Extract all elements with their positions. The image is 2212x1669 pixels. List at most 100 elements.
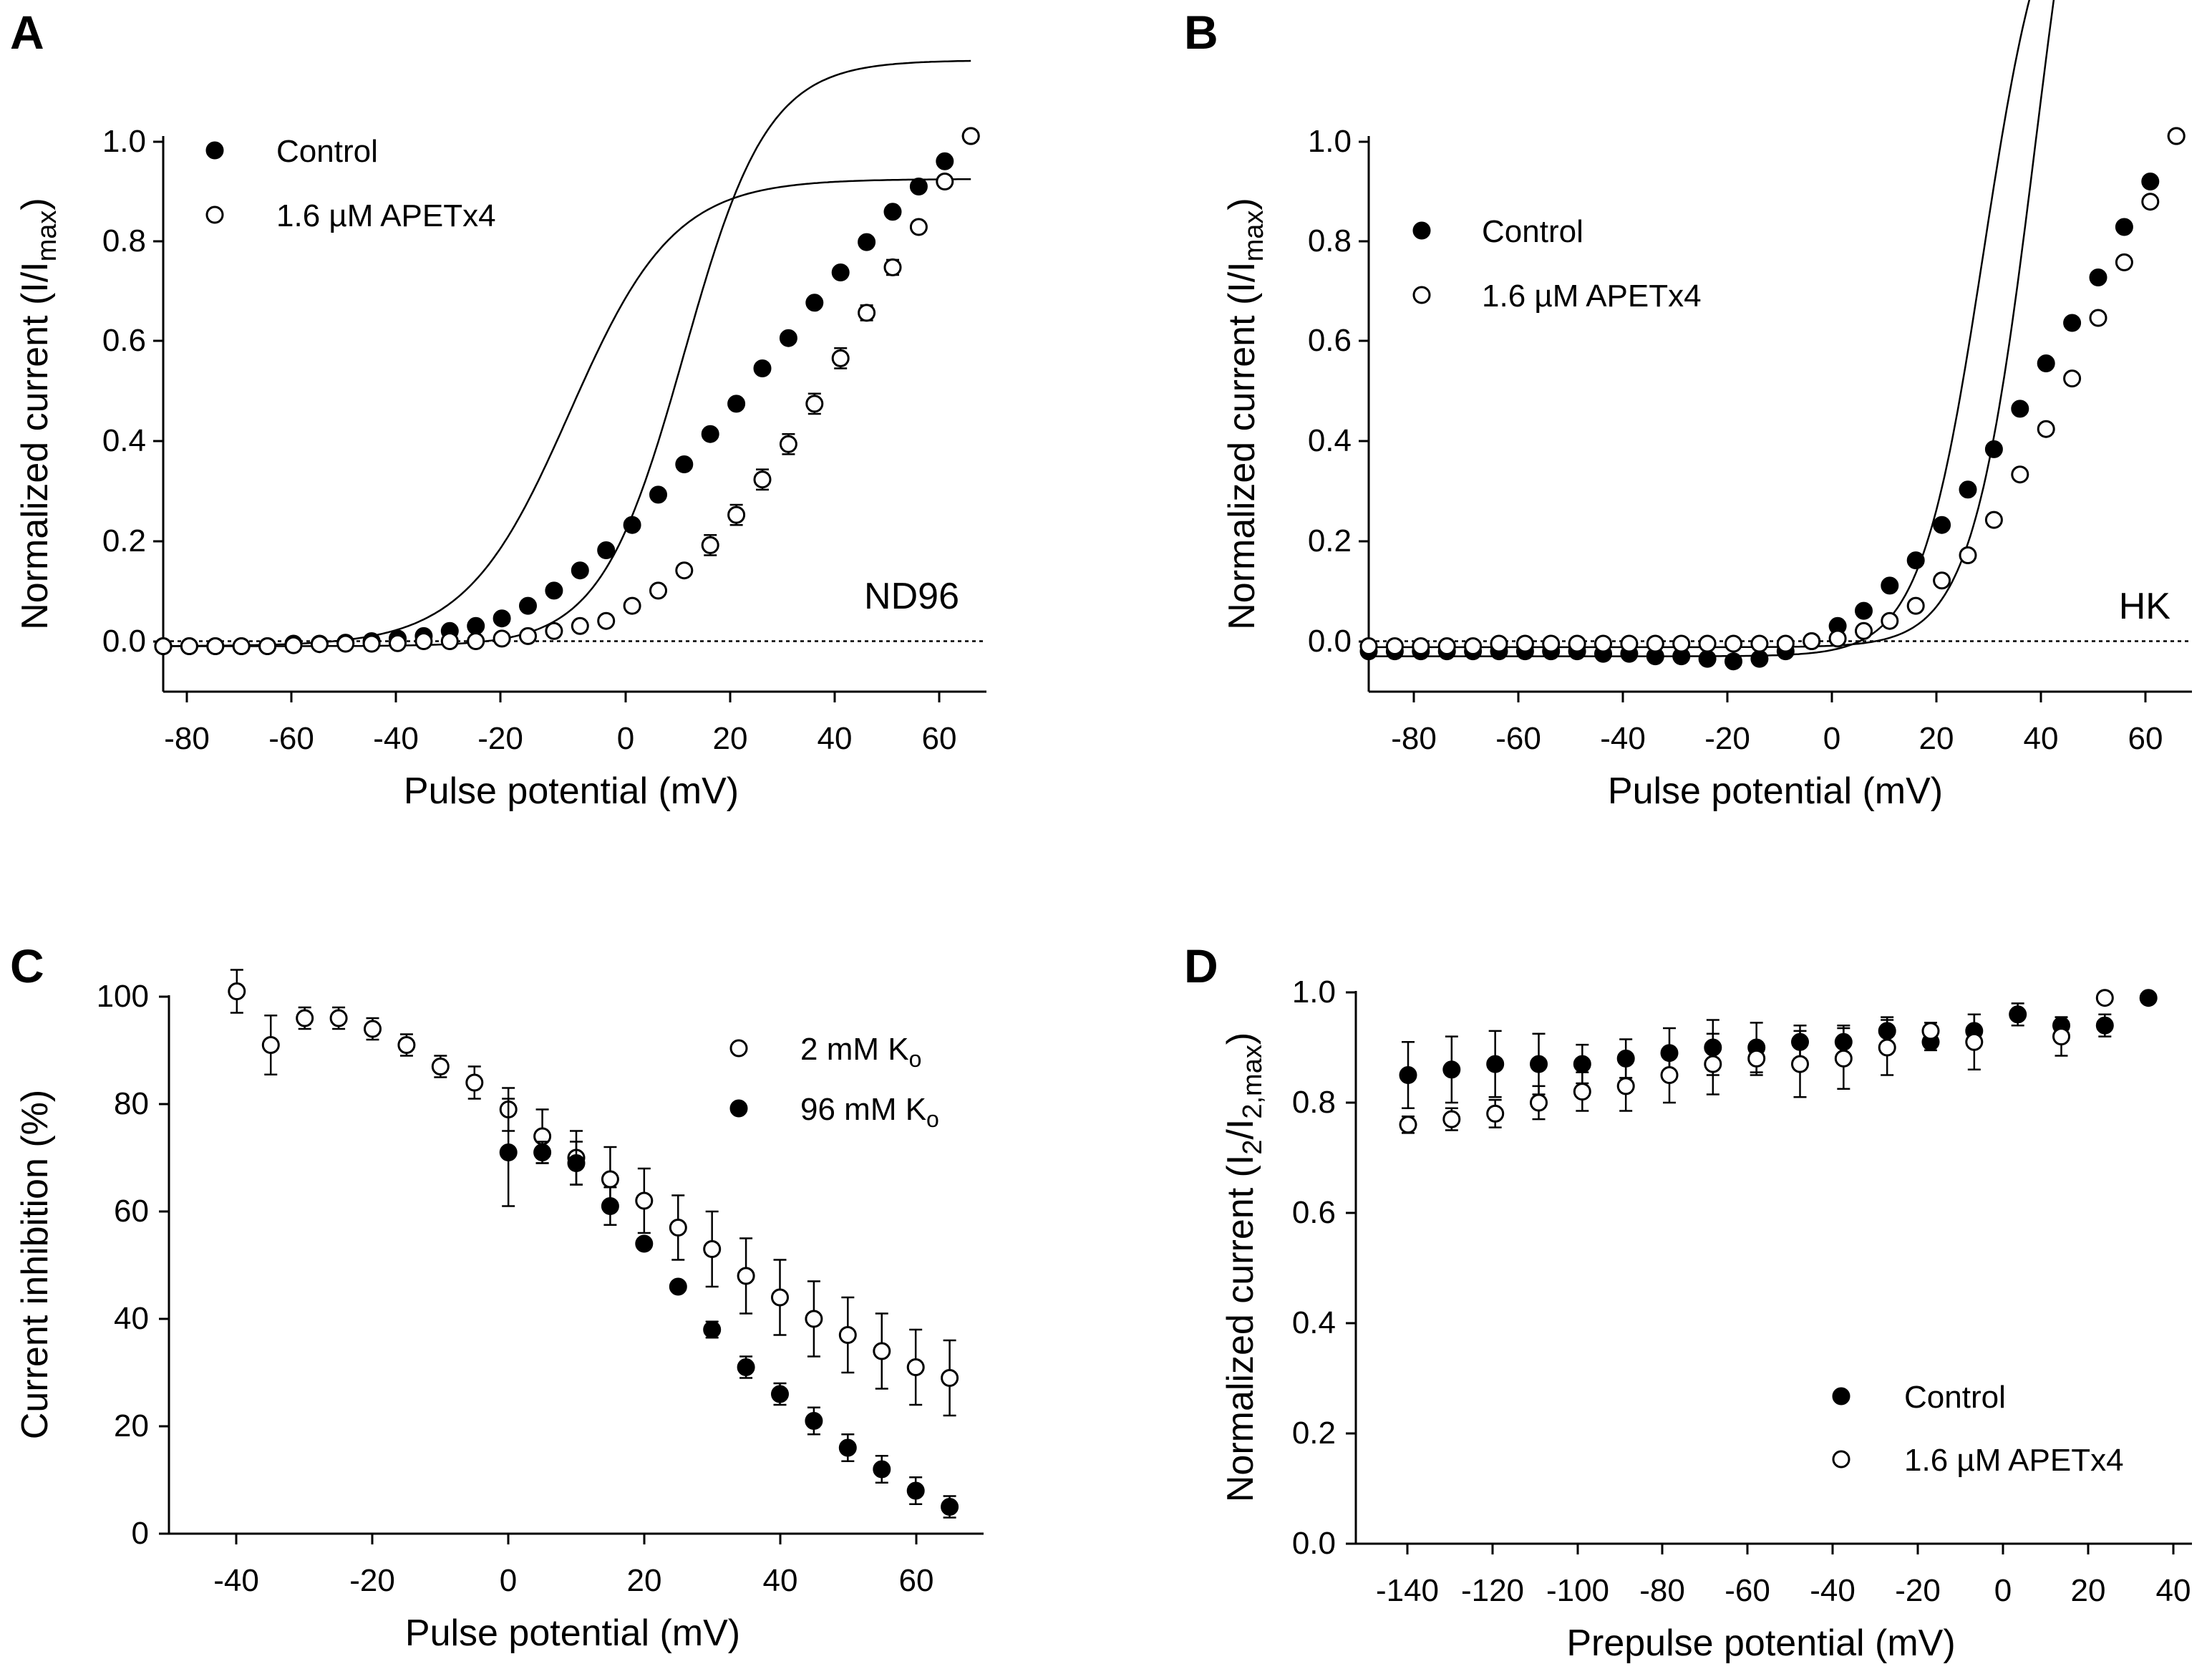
data-point-open — [2011, 465, 2029, 484]
legend-label-control: Control — [1482, 214, 1583, 249]
data-point-filled — [753, 359, 772, 377]
y-axis-label: Current inhibition (%) — [14, 1090, 56, 1439]
data-point-open — [1530, 1093, 1548, 1112]
data-point-open — [545, 621, 563, 640]
data-point-open — [883, 258, 902, 276]
data-point-filled — [838, 1438, 857, 1457]
data-point-filled — [675, 455, 694, 473]
data-point-filled — [519, 596, 537, 615]
data-point-open — [1542, 634, 1561, 653]
y-tick-label: 100 — [97, 979, 149, 1014]
data-point-filled — [727, 395, 746, 413]
legend-marker-apetx4 — [1832, 1450, 1850, 1469]
data-point-open — [1359, 637, 1378, 655]
legend-label-2mm-main: 2 mM K — [800, 1032, 909, 1067]
panel-letter-c: C — [10, 939, 44, 992]
y-tick-label: 0.6 — [1292, 1195, 1336, 1230]
x-tick-label: 0 — [617, 721, 634, 756]
y-tick-label: 1.0 — [102, 124, 146, 159]
annotation-nd96: ND96 — [864, 576, 959, 617]
legend-label-96mm-sub: o — [926, 1106, 939, 1132]
data-point-filled — [571, 561, 589, 580]
data-point-open — [1933, 571, 1951, 590]
data-point-filled — [883, 203, 902, 221]
x-tick-label: -20 — [349, 1563, 395, 1598]
data-point-filled — [805, 1412, 823, 1430]
x-axis-label: Pulse potential (mV) — [405, 1612, 740, 1654]
data-point-filled — [1530, 1055, 1548, 1073]
data-point-open — [1881, 611, 1899, 630]
data-point-filled — [779, 329, 797, 347]
y-axis-label: Normalized current (I2/I2,max) — [1220, 1032, 1268, 1502]
y-tick-label: 0.2 — [1292, 1416, 1336, 1451]
data-point-filled — [1486, 1055, 1505, 1073]
data-point-open — [389, 634, 407, 652]
data-point-filled — [1399, 1066, 1417, 1084]
y-tick-label: 0.4 — [102, 423, 146, 458]
data-point-open — [1959, 546, 1977, 564]
plot-area-a — [154, 59, 986, 655]
data-point-open — [737, 1267, 755, 1285]
y-label-sub: 2 — [1238, 1140, 1268, 1155]
data-point-open — [206, 637, 225, 655]
x-axis-label: Pulse potential (mV) — [1608, 770, 1943, 812]
data-point-filled — [2115, 218, 2133, 236]
data-point-filled — [1442, 1060, 1461, 1079]
data-point-open — [771, 1288, 789, 1307]
y-axis-label: Normalized current (I/Imax) — [1221, 198, 1269, 630]
data-point-filled — [1984, 440, 2003, 458]
data-point-open — [906, 1358, 925, 1376]
data-point-open — [493, 629, 511, 648]
panel-a: A 0.0 0.2 0.4 0.6 0.8 1.0 -80 — [10, 6, 986, 812]
x-tick-label: -140 — [1376, 1573, 1439, 1608]
x-tick-label: -60 — [1725, 1573, 1770, 1608]
data-point-open — [310, 635, 329, 654]
data-point-open — [1984, 511, 2003, 529]
data-point-open — [831, 349, 850, 367]
data-point-filled — [601, 1197, 619, 1215]
data-point-filled — [2037, 354, 2055, 372]
y-label-tail: ) — [14, 198, 56, 210]
x-tick-label: -120 — [1461, 1573, 1524, 1608]
x-tick-label: -40 — [373, 721, 419, 756]
annotation-hk: HK — [2119, 586, 2171, 627]
data-point-filled — [2095, 1016, 2114, 1035]
data-point-open — [941, 1369, 959, 1387]
x-ticks: -140 -120 -100 -80 -60 -40 -20 0 20 40 — [1376, 1544, 2191, 1608]
data-point-filled — [467, 616, 485, 635]
legend: Control 1.6 µM APETx4 — [1832, 1380, 2124, 1478]
y-tick-label: 0 — [132, 1516, 149, 1551]
x-tick-label: 60 — [899, 1563, 934, 1598]
y-label-sub: max — [32, 211, 62, 262]
data-point-open — [397, 1036, 416, 1054]
legend-label-control: Control — [276, 134, 378, 169]
data-point-open — [1791, 1055, 1809, 1073]
legend-label-apetx4: 1.6 µM APETx4 — [1904, 1443, 2124, 1478]
y-label-sub: max — [1239, 211, 1269, 262]
data-point-open — [701, 536, 719, 554]
data-point-open — [1921, 1022, 1940, 1040]
data-point-open — [936, 173, 954, 190]
data-point-open — [805, 1310, 823, 1328]
data-point-filled — [831, 263, 850, 281]
data-point-filled — [493, 609, 511, 628]
y-tick-label: 0.4 — [1292, 1305, 1336, 1340]
data-point-open — [669, 1219, 687, 1237]
plot-area-d — [1399, 989, 2158, 1134]
data-point-open — [1646, 634, 1664, 653]
data-point-open — [2115, 253, 2133, 271]
data-point-open — [1594, 634, 1612, 653]
panel-letter-a: A — [10, 6, 44, 59]
panel-letter-b: B — [1184, 6, 1218, 59]
legend-label-2mm-sub: o — [909, 1046, 922, 1072]
data-point-filled — [2063, 314, 2082, 332]
data-point-filled — [909, 178, 928, 195]
data-point-filled — [1881, 576, 1899, 595]
data-point-open — [2095, 989, 2114, 1007]
data-point-open — [232, 637, 251, 655]
y-tick-label: 80 — [114, 1086, 149, 1121]
y-label-tail: ) — [1220, 1032, 1261, 1045]
data-point-filled — [873, 1460, 891, 1479]
y-axis-label: Normalized current (I/Imax) — [14, 198, 62, 630]
data-point-open — [258, 637, 277, 655]
